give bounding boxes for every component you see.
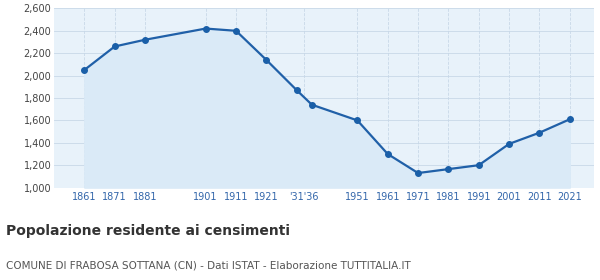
Text: Popolazione residente ai censimenti: Popolazione residente ai censimenti <box>6 224 290 238</box>
Text: COMUNE DI FRABOSA SOTTANA (CN) - Dati ISTAT - Elaborazione TUTTITALIA.IT: COMUNE DI FRABOSA SOTTANA (CN) - Dati IS… <box>6 260 411 270</box>
